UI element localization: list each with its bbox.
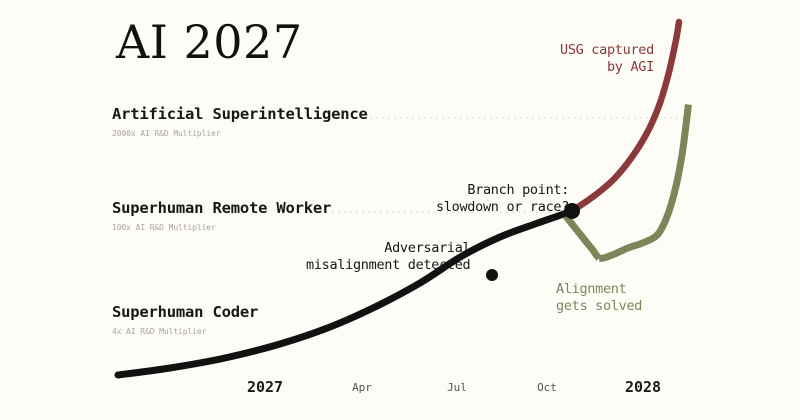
threshold-sublabel-remote-worker: 100x AI R&D Multiplier [112, 223, 216, 232]
annotation-misalignment: Adversarial misalignment detected [306, 240, 471, 273]
threshold-sublabel-coder: 4x AI R&D Multiplier [112, 327, 207, 336]
annotation-usg-captured: USG captured by AGI [560, 42, 654, 75]
x-axis-tick-jul: Jul [447, 381, 467, 394]
series-main-trajectory [114, 207, 576, 379]
threshold-sublabel-asi: 2000x AI R&D Multiplier [112, 129, 221, 138]
annotation-alignment-solved: Alignment gets solved [556, 281, 643, 314]
gridlines [320, 117, 690, 213]
threshold-label-remote-worker: Superhuman Remote Worker [112, 199, 332, 217]
threshold-label-coder: Superhuman Coder [112, 303, 259, 321]
page-title: AI 2027 [116, 15, 303, 69]
data-point-markers [486, 203, 580, 281]
x-axis-tick-apr: Apr [352, 381, 372, 394]
marker-branch-point [564, 203, 580, 219]
x-axis-tick-2027: 2027 [246, 378, 284, 396]
series-slowdown-branch [563, 104, 692, 262]
series-race-branch [568, 18, 683, 215]
x-axis-tick-2028: 2028 [624, 378, 662, 396]
threshold-label-asi: Artificial Superintelligence [112, 105, 368, 123]
x-axis-tick-oct: Oct [537, 381, 557, 394]
annotation-branch-point: Branch point: slowdown or race? [436, 182, 570, 215]
series-lines [114, 18, 692, 379]
marker-misalignment-point [486, 269, 498, 281]
